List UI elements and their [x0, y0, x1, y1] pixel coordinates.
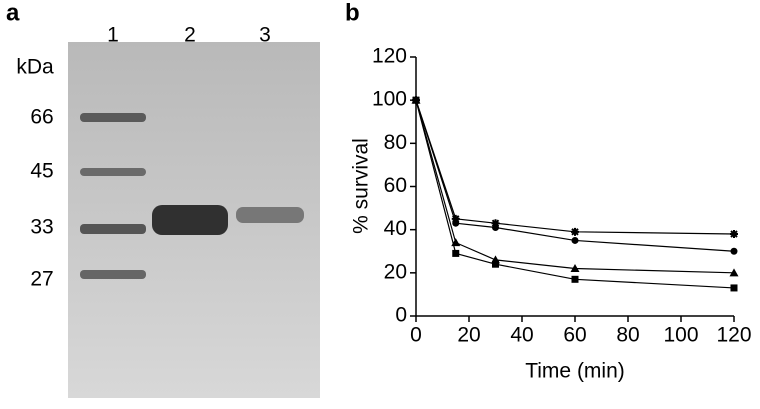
data-point: [492, 224, 499, 232]
marker-label: 45: [30, 160, 53, 183]
marker-label: 66: [30, 106, 53, 129]
series-line: [415, 100, 735, 289]
x-tick-label: 120: [716, 324, 751, 347]
lane-label: 2: [184, 24, 196, 47]
lane-label: 1: [107, 24, 119, 47]
series-line: [415, 100, 735, 274]
data-point: [452, 219, 460, 227]
x-tick-label: 20: [457, 324, 480, 347]
data-point: [730, 229, 738, 238]
panel-label: a: [6, 0, 20, 26]
y-tick-label: 20: [384, 260, 407, 283]
x-tick-label: 100: [663, 324, 698, 347]
data-point: [730, 247, 738, 255]
y-tick-label: 80: [384, 131, 407, 154]
x-tick-label: 60: [563, 324, 586, 347]
gel-bands: [80, 113, 304, 279]
data-point: [570, 264, 580, 273]
data-point: [730, 284, 738, 292]
panel-label: b: [345, 0, 360, 26]
y-tick-label: 60: [384, 174, 407, 197]
data-point: [492, 260, 499, 268]
y-axis-label: % survival: [350, 138, 373, 234]
lane-label: 3: [259, 24, 271, 47]
data-point: [452, 249, 460, 257]
series-line: [415, 99, 735, 235]
x-axis-label: Time (min): [525, 360, 625, 383]
marker-label: 27: [30, 268, 53, 291]
data-point: [451, 214, 460, 223]
data-point: [491, 219, 500, 228]
data-point: [412, 96, 420, 104]
y-tick-label: 120: [372, 45, 407, 68]
data-point: [571, 236, 579, 244]
data-point: [571, 227, 579, 236]
x-tick-label: 80: [616, 324, 639, 347]
y-tick-label: 100: [372, 88, 407, 111]
data-point: [729, 268, 739, 277]
x-tick-label: 0: [410, 324, 422, 347]
y-tick-label: 40: [384, 217, 407, 240]
data-point: [571, 275, 579, 283]
unit-label: kDa: [16, 56, 54, 79]
y-tick-label: 0: [395, 304, 407, 327]
marker-label: 33: [30, 216, 53, 239]
x-tick-label: 40: [510, 324, 533, 347]
